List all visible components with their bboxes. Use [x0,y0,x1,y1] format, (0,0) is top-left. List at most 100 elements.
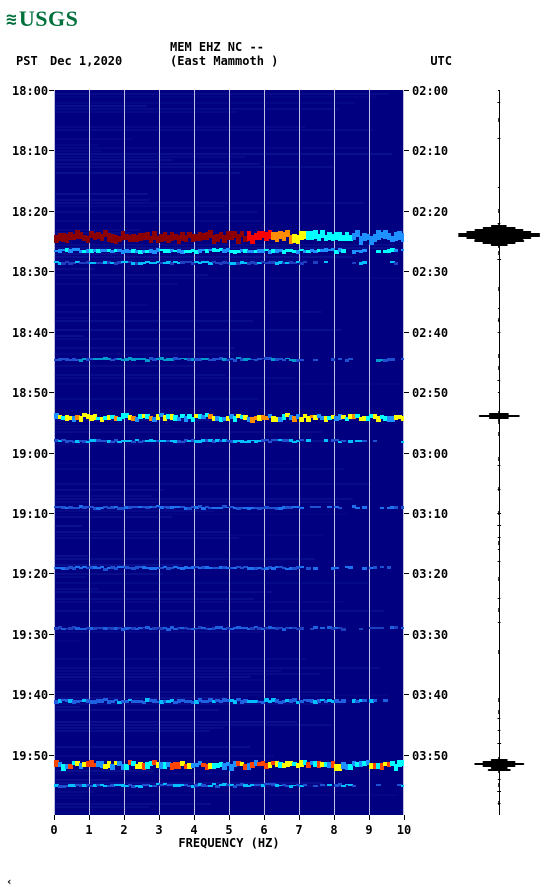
noise-pixel [54,489,164,491]
noise-pixel [54,172,240,174]
seismogram-sample [498,785,500,787]
spectrogram-event [54,566,404,569]
noise-pixel [54,483,371,485]
tick-mark [49,755,54,756]
seismogram-noise [497,223,500,224]
noise-pixel [54,93,389,95]
noise-pixel [54,667,380,669]
left-tick-label: 18:10 [12,144,48,158]
gridline-v [159,90,160,815]
gridline-v [264,90,265,815]
spectrogram-plot [54,90,404,815]
usgs-text: USGS [19,6,78,32]
seismogram-sample [498,434,500,436]
noise-pixel [54,601,343,603]
seismogram-sample [498,652,500,654]
noise-pixel [54,317,89,319]
spectrogram-event [54,626,404,629]
noise-pixel [54,537,239,539]
x-tick-label: 6 [260,823,267,837]
noise-pixel [54,150,102,152]
noise-pixel [54,803,211,805]
tick-mark [49,90,54,91]
left-tick-label: 18:30 [12,265,48,279]
noise-pixel [54,428,226,430]
left-tick-label: 18:00 [12,84,48,98]
tz-left-label: PST [16,54,38,68]
seismogram-noise [498,537,501,538]
x-tick-label: 0 [50,823,57,837]
x-tick-label: 3 [155,823,162,837]
frequency-axis-title: FREQUENCY (HZ) [54,836,404,850]
right-tick-label: 03:00 [412,447,448,461]
tick-mark [404,694,409,695]
tick-mark [49,150,54,151]
gridline-v [229,90,230,815]
tick-mark [404,634,409,635]
seismogram-sample [498,368,500,370]
tick-mark [404,573,409,574]
x-tick-label: 5 [225,823,232,837]
tick-mark [49,332,54,333]
noise-pixel [54,779,109,781]
seismogram-noise [498,622,501,623]
seismogram-noise [497,743,501,744]
noise-pixel [54,495,152,497]
noise-pixel [54,468,344,470]
noise-pixel [54,727,223,729]
noise-pixel [54,582,371,584]
noise-pixel [54,193,148,195]
noise-pixel [54,510,214,512]
noise-pixel [54,163,260,165]
noise-pixel [54,721,297,723]
noise-pixel [54,588,98,590]
noise-pixel [54,153,392,155]
seismogram-noise [498,465,501,466]
noise-pixel [54,525,82,527]
noise-pixel [54,166,333,168]
noise-pixel [54,147,369,149]
noise-pixel [54,425,172,427]
gridline-v [369,90,370,815]
tick-mark [49,453,54,454]
noise-pixel [54,670,281,672]
left-tick-label: 18:40 [12,326,48,340]
seismogram-noise [497,525,501,526]
noise-pixel [54,676,251,678]
tick-mark [404,211,409,212]
right-tick-label: 02:00 [412,84,448,98]
seismogram-sample [498,246,500,248]
seismogram-noise [498,308,500,309]
left-tick-label: 19:40 [12,688,48,702]
left-tick-label: 19:00 [12,447,48,461]
x-tick-label: 9 [365,823,372,837]
x-tick-label: 1 [85,823,92,837]
noise-pixel [54,673,320,675]
noise-pixel [54,398,258,400]
seismogram-noise [498,779,501,780]
noise-pixel [54,498,353,500]
right-tick-label: 03:10 [412,507,448,521]
noise-pixel [54,383,402,385]
noise-pixel [54,268,95,270]
spectrogram-event [54,261,404,264]
seismogram-sample [498,543,500,545]
tick-mark [49,211,54,212]
right-tick-label: 03:30 [412,628,448,642]
x-tick-mark [89,815,90,820]
gridline-v [194,90,195,815]
noise-pixel [54,199,150,201]
seismogram-noise [497,259,501,260]
x-tick-mark [404,815,405,820]
left-tick-label: 19:10 [12,507,48,521]
usgs-logo: ≋ USGS [6,6,78,32]
noise-pixel [54,159,173,161]
tick-mark [404,150,409,151]
tick-mark [49,392,54,393]
tick-mark [404,392,409,393]
noise-pixel [54,320,253,322]
noise-pixel [54,462,294,464]
noise-pixel [54,129,373,131]
noise-pixel [54,573,163,575]
noise-pixel [54,329,341,331]
